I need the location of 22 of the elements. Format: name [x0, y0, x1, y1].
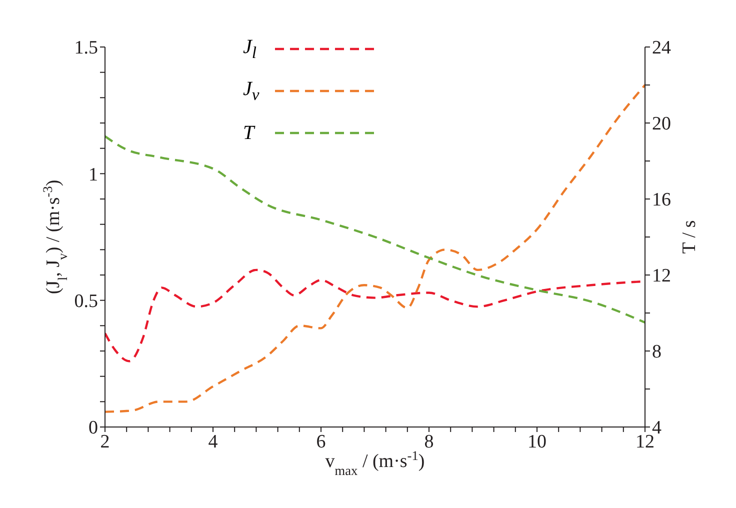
x-tick-label: 8 [424, 431, 434, 452]
y2-tick-label: 20 [652, 114, 671, 135]
legend-label: J$_{l}$ [243, 36, 257, 62]
x-tick-label: 10 [528, 431, 546, 452]
y-tick-label: 0 [88, 418, 98, 439]
y-tick-label: 0.5 [74, 291, 98, 312]
x-axis-title: v$_{max}$ / (m·s$^{-1}$) [325, 448, 425, 478]
x-tick-label: 4 [208, 431, 218, 452]
y-tick-label: 1.5 [74, 38, 98, 59]
legend-label: J$_{v}$ [243, 78, 260, 104]
legend-label: T [243, 122, 254, 144]
y-tick-label: 1 [88, 164, 98, 186]
y2-axis-title: T / s [679, 220, 700, 254]
y2-tick-label: 8 [652, 342, 662, 363]
y2-tick-label: 12 [652, 266, 671, 287]
x-tick-label: 12 [636, 431, 654, 452]
line-series [105, 84, 645, 413]
x-tick-label: 2 [100, 431, 110, 452]
y2-tick-label: 16 [652, 190, 671, 211]
x-tick-label: 6 [316, 431, 326, 452]
y2-tick-label: 4 [652, 418, 662, 439]
y2-tick-label: 24 [652, 38, 672, 59]
